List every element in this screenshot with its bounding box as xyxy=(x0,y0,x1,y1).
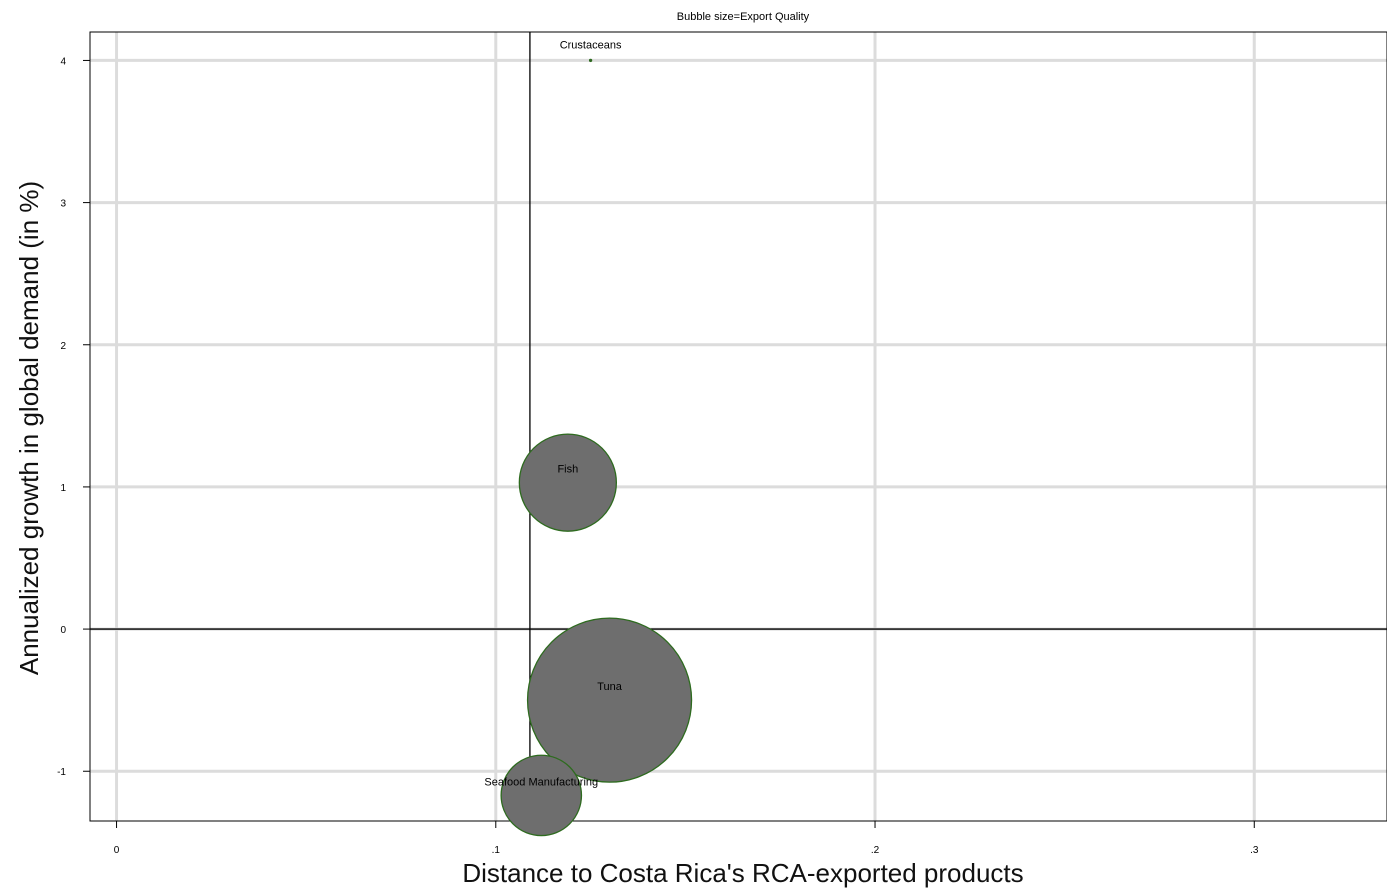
y-tick-label: 1 xyxy=(60,483,66,494)
chart-title: Bubble size=Export Quality xyxy=(677,11,810,23)
x-axis-label: Distance to Costa Rica's RCA-exported pr… xyxy=(462,858,1023,888)
plot-frame xyxy=(89,31,1387,822)
grid-layer xyxy=(90,32,1387,821)
y-tick-label: -1 xyxy=(57,767,66,778)
y-tick-label: 0 xyxy=(60,625,66,636)
bubble-point xyxy=(526,617,693,783)
x-tick-label: .2 xyxy=(871,845,880,856)
bubble-label: Tuna xyxy=(597,681,623,693)
y-tick-label: 4 xyxy=(60,56,66,67)
tick-layer: -1 0 1 2 3 4 0 .1 .2 .3 xyxy=(57,56,1259,856)
x-tick-label: .1 xyxy=(492,845,501,856)
bubble-point xyxy=(518,433,618,532)
y-axis-label: Annualized growth in global demand (in %… xyxy=(14,181,44,675)
x-tick-label: .3 xyxy=(1250,845,1259,856)
bubble-point xyxy=(500,754,583,837)
bubble-label: Fish xyxy=(557,464,578,476)
bubble-label: Crustaceans xyxy=(560,39,622,51)
reference-lines xyxy=(90,32,1387,821)
bubble-label: Seafood Manufacturing xyxy=(484,776,598,788)
y-tick-label: 2 xyxy=(60,341,66,352)
bubble-point xyxy=(588,58,593,63)
y-tick-label: 3 xyxy=(60,199,66,210)
x-tick-label: 0 xyxy=(114,845,120,856)
bubble-layer: Crustaceans Fish Tuna Seafood Manufacturing xyxy=(484,39,693,837)
